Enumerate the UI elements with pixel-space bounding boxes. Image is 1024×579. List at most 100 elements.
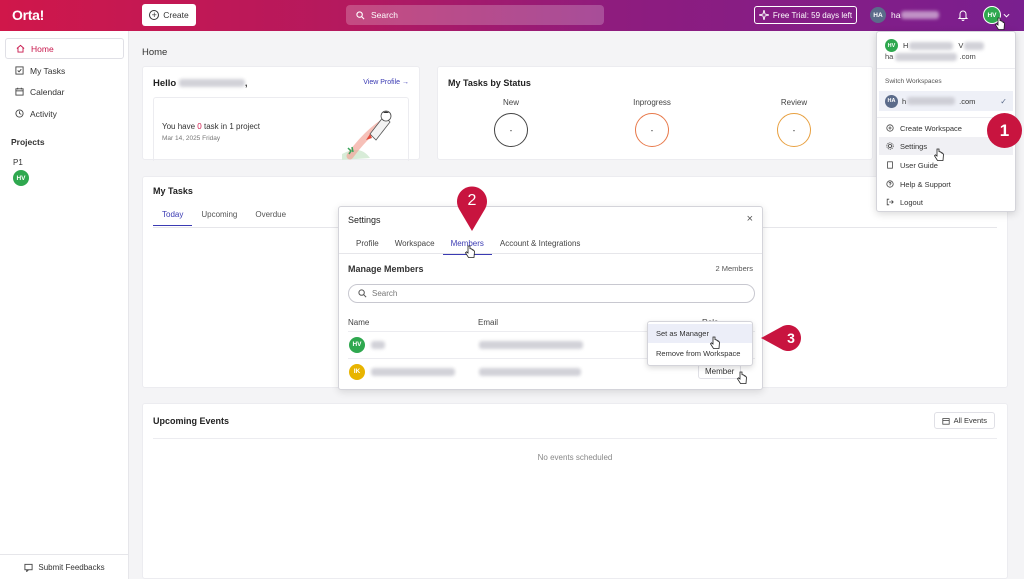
help-icon xyxy=(886,180,894,188)
sidebar-item-home[interactable]: Home xyxy=(5,38,124,59)
all-events-label: All Events xyxy=(953,416,987,425)
status-new[interactable]: New - xyxy=(481,98,541,147)
sidebar-item-label: Activity xyxy=(30,108,57,119)
redacted-text xyxy=(895,53,958,62)
tab-overdue[interactable]: Overdue xyxy=(255,210,287,219)
remove-from-workspace-option[interactable]: Remove from Workspace xyxy=(656,349,741,358)
rocket-illustration-icon xyxy=(342,110,392,160)
sidebar-item-my-tasks[interactable]: My Tasks xyxy=(5,60,124,81)
user-name: ha xyxy=(891,10,901,20)
sidebar-item-calendar[interactable]: Calendar xyxy=(5,81,124,102)
sidebar-item-label: Calendar xyxy=(30,86,65,97)
status-inprogress[interactable]: Inprogress - xyxy=(622,98,682,147)
hand-cursor-icon xyxy=(994,17,1005,30)
calendar-icon xyxy=(15,87,24,96)
calendar-icon xyxy=(942,417,950,425)
manage-members-title: Manage Members xyxy=(348,264,424,274)
book-icon xyxy=(887,161,893,169)
divider xyxy=(339,253,762,254)
current-date: Mar 14, 2025 Friday xyxy=(162,135,221,142)
hand-cursor-icon xyxy=(736,371,747,384)
workspace-user-chip[interactable]: HA ha xyxy=(870,7,940,23)
tasks-by-status-card: My Tasks by Status New - Inprogress - Re… xyxy=(437,66,873,160)
sidebar: Home My Tasks Calendar Activity Projects… xyxy=(0,31,129,579)
tab-upcoming[interactable]: Upcoming xyxy=(201,210,238,219)
redacted-text xyxy=(909,41,954,50)
all-events-button[interactable]: All Events xyxy=(933,412,995,429)
create-button[interactable]: + Create xyxy=(142,4,196,26)
sidebar-item-activity[interactable]: Activity xyxy=(5,103,124,124)
avatar: HV xyxy=(349,336,365,353)
workspace-option[interactable]: HA h .com ✓ xyxy=(879,91,1013,111)
status-title: My Tasks by Status xyxy=(448,78,531,88)
role-dropdown[interactable]: Member xyxy=(698,364,742,379)
status-label: New xyxy=(502,98,519,107)
my-tasks-title: My Tasks xyxy=(153,186,193,196)
global-search-input[interactable]: Search xyxy=(346,5,604,25)
sidebar-item-label: Home xyxy=(31,43,54,54)
my-tasks-tabs: Today Upcoming Overdue xyxy=(153,210,295,226)
menu-item-help-support[interactable]: Help & Support xyxy=(879,175,1013,193)
check-icon: ✓ xyxy=(1000,96,1007,106)
menu-item-user-guide[interactable]: User Guide xyxy=(879,156,1013,174)
plus-circle-icon xyxy=(886,124,894,132)
avatar: HV xyxy=(983,6,1001,24)
members-count: 2 Members xyxy=(715,264,753,273)
project-member-avatar: HV xyxy=(13,170,29,186)
step-badge-3: 3 xyxy=(761,325,801,351)
projects-heading: Projects xyxy=(11,137,45,147)
hand-cursor-icon xyxy=(933,148,944,161)
step-badge-2: 2 xyxy=(457,186,487,231)
tab-account-integrations[interactable]: Account & Integrations xyxy=(499,239,581,248)
redacted-text xyxy=(178,79,245,88)
divider xyxy=(877,117,1015,118)
menu-item-logout[interactable]: Logout xyxy=(879,193,1013,211)
redacted-text xyxy=(479,340,583,349)
switch-workspaces-label: Switch Workspaces xyxy=(885,78,942,85)
member-search-input[interactable]: Search xyxy=(348,284,755,303)
bell-icon[interactable] xyxy=(957,9,969,21)
redacted-text xyxy=(964,41,985,50)
events-title: Upcoming Events xyxy=(153,416,230,426)
status-review[interactable]: Review - xyxy=(764,98,824,147)
view-profile-link[interactable]: View Profile → xyxy=(363,79,409,86)
role-context-menu: Set as Manager Remove from Workspace xyxy=(647,321,753,366)
empty-state-text: No events scheduled xyxy=(537,453,613,462)
modal-title: Settings xyxy=(348,215,381,225)
tab-profile[interactable]: Profile xyxy=(356,239,379,248)
sparkle-icon xyxy=(758,10,769,20)
redacted-text xyxy=(901,11,940,19)
tab-today[interactable]: Today xyxy=(153,210,193,226)
redacted-text xyxy=(371,340,385,349)
page-title: Home xyxy=(142,47,168,58)
top-bar: Orta! + Create Search Free Trial: 59 day… xyxy=(0,0,1024,31)
app-logo[interactable]: Orta! xyxy=(12,7,44,23)
avatar: HA xyxy=(885,94,898,108)
feedback-icon xyxy=(24,563,33,572)
task-summary-text: You have 0 task in 1 project xyxy=(162,122,260,131)
chevron-down-icon xyxy=(1003,13,1010,18)
submit-feedback-button[interactable]: Submit Feedbacks xyxy=(0,554,129,579)
search-placeholder: Search xyxy=(372,289,398,298)
close-icon[interactable]: × xyxy=(746,213,753,225)
divider xyxy=(877,68,1015,69)
free-trial-button[interactable]: Free Trial: 59 days left xyxy=(754,6,857,24)
status-count: - xyxy=(494,113,528,147)
gear-icon xyxy=(886,142,894,150)
step-badge-number: 2 xyxy=(468,192,477,209)
menu-item-settings[interactable]: Settings xyxy=(879,137,1013,155)
status-label: Inprogress xyxy=(633,98,671,107)
project-item-p1[interactable]: P1 xyxy=(13,158,23,167)
menu-item-create-workspace[interactable]: Create Workspace xyxy=(879,119,1013,137)
activity-icon xyxy=(15,109,24,118)
status-label: Review xyxy=(780,98,808,107)
greeting: Hello , xyxy=(153,78,248,89)
home-icon xyxy=(16,44,25,53)
avatar: IK xyxy=(349,363,365,380)
status-count: - xyxy=(635,113,669,147)
logout-icon xyxy=(886,198,894,206)
profile-menu-button[interactable]: HV xyxy=(983,6,1010,24)
tab-workspace[interactable]: Workspace xyxy=(394,239,435,248)
avatar: HV xyxy=(885,39,898,52)
set-as-manager-option[interactable]: Set as Manager xyxy=(648,324,752,343)
